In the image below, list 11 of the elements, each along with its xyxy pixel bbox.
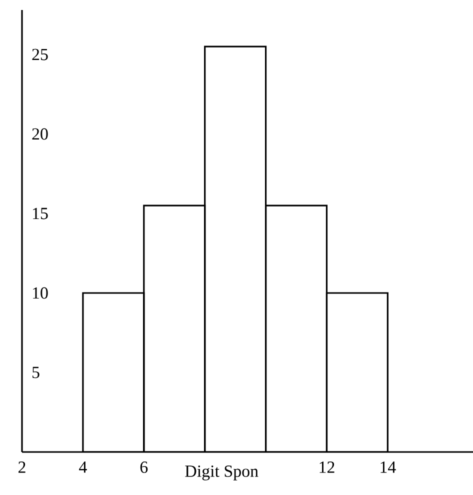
x-tick-label: 2 — [18, 462, 26, 473]
y-tick-label: 10 — [33, 287, 48, 299]
x-tick-label: 4 — [79, 462, 87, 473]
x-axis-title: Digit Spon — [185, 466, 258, 480]
x-tick-label: 12 — [320, 462, 334, 473]
y-tick-label: 20 — [32, 128, 48, 140]
x-tick-label: 14 — [380, 462, 396, 473]
x-tick-label: 6 — [140, 462, 148, 473]
y-tick-label: 15 — [33, 208, 48, 220]
y-tick-label: 5 — [32, 366, 40, 378]
y-tick-label: 25 — [32, 48, 48, 60]
